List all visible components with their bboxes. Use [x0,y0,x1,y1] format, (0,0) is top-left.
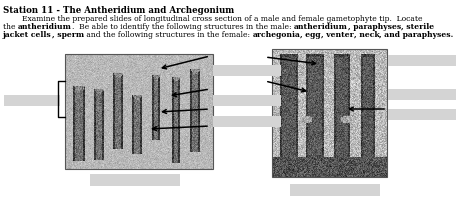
Bar [4,96,60,106]
Bar [388,90,456,100]
Text: antheridium: antheridium [18,23,72,31]
Bar [213,66,281,77]
Text: , sterile: , sterile [401,23,434,31]
Text: , neck: , neck [354,31,379,39]
Bar [388,109,456,120]
Text: jacket cells: jacket cells [3,31,52,39]
Bar [65,55,213,169]
Text: , paraphyses: , paraphyses [347,23,401,31]
Bar [213,116,281,127]
Text: and the following structures in the female:: and the following structures in the fema… [84,31,252,39]
Bar [272,50,387,177]
Bar [388,56,456,67]
Text: , and paraphyses.: , and paraphyses. [379,31,454,39]
Text: .  Be able to identify the following structures in the male:: . Be able to identify the following stru… [72,23,294,31]
Text: Examine the prepared slides of longitudinal cross section of a male and female g: Examine the prepared slides of longitudi… [3,15,422,23]
Text: the: the [3,23,18,31]
Text: antheridium: antheridium [294,23,347,31]
Bar [213,96,281,106]
Bar [290,184,380,196]
Bar [90,174,180,186]
Text: Station 11 - The Antheridium and Archegonium: Station 11 - The Antheridium and Archego… [3,6,234,15]
Text: archegonia: archegonia [252,31,300,39]
Text: , sperm: , sperm [52,31,84,39]
Text: , egg: , egg [300,31,321,39]
Text: , venter: , venter [321,31,354,39]
